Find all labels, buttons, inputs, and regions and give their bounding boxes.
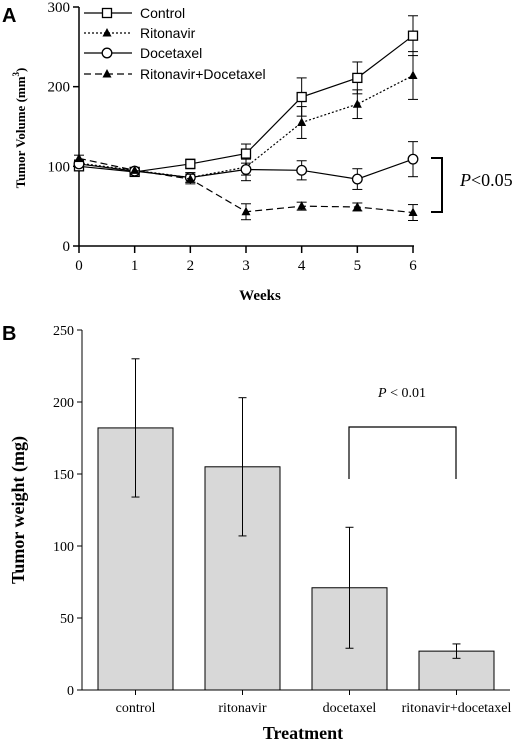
panel-a-label: A xyxy=(2,5,16,27)
panel-b-y-tick-label: 50 xyxy=(60,612,74,627)
panel-a-line-chart: A 0 100 200 300 0 1 2 3 4 5 6 Control Ritonavir Doce… xyxy=(2,0,513,304)
legend-entry-label: Docetaxel xyxy=(140,45,202,61)
data-point xyxy=(407,153,419,165)
series-control xyxy=(73,15,419,178)
panel-b-y-tick-label: 250 xyxy=(53,324,74,339)
panel-b-significance-annotation: P < 0.01 xyxy=(348,386,457,479)
legend-entry-label: Ritonavir xyxy=(140,25,196,41)
legend-entry-label: Control xyxy=(140,5,185,21)
panel-a-y-tick-label: 200 xyxy=(48,80,71,96)
data-point xyxy=(408,207,418,217)
panel-b-category-label: docetaxel xyxy=(323,701,377,716)
panel-a-x-tick-label: 4 xyxy=(298,258,306,274)
data-point xyxy=(351,173,363,185)
data-point xyxy=(74,153,84,162)
data-point xyxy=(185,174,195,183)
data-point xyxy=(296,164,308,176)
panel-a-x-tick-label: 1 xyxy=(131,258,139,274)
panel-b-p-value: P < 0.01 xyxy=(377,386,426,401)
data-point xyxy=(241,206,251,216)
bar-control xyxy=(97,427,174,691)
panel-b-bars xyxy=(97,358,495,691)
data-point xyxy=(408,70,418,80)
panel-a-p-value: P<0.05 xyxy=(459,170,513,190)
panel-a-axes: 0 100 200 300 0 1 2 3 4 5 6 xyxy=(48,0,418,274)
panel-b-x-axis-title: Treatment xyxy=(263,723,343,743)
panel-a-x-tick-label: 0 xyxy=(75,258,83,274)
panel-b-y-tick-label: 200 xyxy=(53,396,74,411)
panel-a-significance-annotation: P<0.05 xyxy=(431,157,513,213)
panel-b-bar-chart: B 0 50 100 150 200 250 control ritonavir docetax… xyxy=(2,323,511,743)
legend-marker xyxy=(102,28,112,37)
legend-marker xyxy=(101,7,113,19)
panel-a-y-tick-label: 100 xyxy=(48,159,71,175)
series-ritonavir-docetaxel xyxy=(74,153,418,222)
data-point xyxy=(240,148,252,159)
legend-entry-label: Ritonavir+Docetaxel xyxy=(140,66,266,82)
data-point xyxy=(352,99,362,108)
panel-b-y-tick-label: 0 xyxy=(67,684,74,699)
data-point xyxy=(296,91,307,103)
data-point xyxy=(130,165,140,174)
data-point xyxy=(240,164,252,175)
panel-a-x-tick-label: 5 xyxy=(354,258,362,274)
panel-b-y-tick-label: 100 xyxy=(53,540,74,555)
panel-a-legend: Control Ritonavir Docetaxel Ritonavir+Docet… xyxy=(84,5,266,82)
legend-marker xyxy=(102,69,112,78)
panel-b-category-label: control xyxy=(116,701,156,716)
panel-a-x-tick-label: 2 xyxy=(187,258,195,274)
panel-b-y-tick-label: 150 xyxy=(53,468,74,483)
panel-b-category-label: ritonavir xyxy=(218,701,267,716)
panel-a-x-tick-label: 6 xyxy=(409,258,417,274)
data-point xyxy=(407,30,419,41)
data-point xyxy=(352,201,362,211)
panel-b-y-axis-title: Tumor weight (mg) xyxy=(8,436,29,584)
panel-b-significance-bracket xyxy=(348,426,457,479)
panel-a-x-axis-title: Weeks xyxy=(239,288,281,304)
data-point xyxy=(297,117,307,127)
legend-marker xyxy=(101,47,113,59)
data-point xyxy=(185,158,196,170)
panel-a-y-tick-label: 0 xyxy=(63,239,71,255)
panel-b-category-label: ritonavir+docetaxel xyxy=(402,701,512,716)
data-point xyxy=(352,72,363,84)
panel-a-significance-bracket xyxy=(431,157,443,213)
panel-a-y-axis-title: Tumor Volume (mm3) xyxy=(11,68,28,189)
panel-a-series xyxy=(73,15,419,222)
panel-a-x-tick-label: 3 xyxy=(242,258,250,274)
data-point xyxy=(297,201,307,210)
panel-a-y-tick-label: 300 xyxy=(48,0,71,16)
panel-b-label: B xyxy=(2,323,16,345)
